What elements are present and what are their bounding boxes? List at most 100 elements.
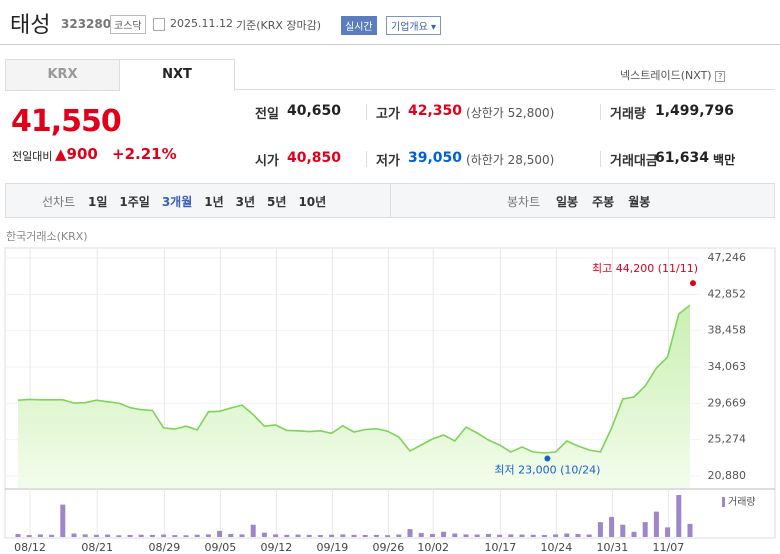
volume-bar — [217, 530, 223, 537]
volume-bar — [60, 504, 66, 537]
volume-bar — [261, 532, 267, 537]
x-tick-label: 10/02 — [417, 541, 449, 554]
col-divider — [600, 104, 601, 120]
tab-krx[interactable]: KRX — [5, 59, 120, 91]
quote-label: 저가 — [376, 154, 400, 169]
col-divider — [600, 151, 601, 167]
volume-bar — [541, 534, 547, 537]
x-tick-label: 08/29 — [149, 541, 181, 554]
volume-bar — [340, 534, 346, 537]
volume-bar — [385, 535, 391, 537]
volume-bar — [497, 534, 503, 537]
change-rate: +2.21% — [112, 145, 177, 163]
volume-bar — [463, 534, 469, 537]
candle-button[interactable]: 주봉 — [592, 195, 615, 209]
chart-source: 한국거래소(KRX) — [6, 230, 88, 243]
volume-bar — [452, 533, 458, 537]
volume-bar — [530, 534, 536, 537]
help-icon: ? — [715, 71, 726, 82]
volume-bar — [441, 531, 447, 537]
volume-bar — [161, 534, 167, 537]
candle-button[interactable]: 월봉 — [628, 195, 651, 209]
tab-nxt[interactable]: NXT — [119, 59, 235, 91]
col-divider — [366, 151, 367, 167]
volume-bar — [373, 534, 379, 537]
quote-basis: 기준(KRX 장마감) — [236, 19, 322, 32]
current-price: 41,550 — [11, 104, 122, 139]
volume-bar — [239, 534, 245, 537]
market-badge: 코스닥 — [110, 15, 146, 34]
volume-bar — [418, 533, 424, 537]
volume-bar — [250, 524, 256, 537]
quote-label: 거래량 — [610, 107, 646, 122]
period-button[interactable]: 3개월 — [161, 195, 193, 209]
x-tick-label: 11/07 — [653, 541, 685, 554]
stock-code: 323280 — [61, 17, 112, 31]
volume-bar — [474, 534, 480, 537]
quote-date: 2025.11.12 — [170, 17, 233, 30]
volume-bar — [609, 516, 615, 537]
period-button[interactable]: 1일 — [88, 195, 108, 209]
volume-legend-swatch — [722, 497, 725, 507]
volume-bar — [93, 534, 99, 537]
x-tick-label: 09/05 — [205, 541, 237, 554]
company-info-button[interactable]: 기업개요 ▾ — [386, 16, 442, 35]
volume-bar — [149, 534, 155, 537]
header-divider — [0, 44, 780, 45]
nxt-link[interactable]: 넥스트레이드(NXT) ? — [620, 67, 726, 83]
volume-bar — [284, 534, 290, 537]
volume-bar — [575, 533, 581, 537]
period-button[interactable]: 10년 — [298, 195, 327, 209]
volume-bar — [194, 534, 200, 537]
plot-frame — [4, 247, 776, 539]
toolbar-divider — [390, 184, 391, 217]
high-label: 최고 44,200 (11/11) — [592, 262, 698, 275]
price-line — [17, 304, 691, 454]
low-label: 최저 23,000 (10/24) — [494, 463, 600, 476]
realtime-button[interactable]: 실시간 — [341, 16, 377, 35]
period-button[interactable]: 1년 — [204, 195, 224, 209]
quote-label: 전일 — [255, 107, 279, 122]
period-button[interactable]: 3년 — [235, 195, 256, 209]
x-tick-label: 08/12 — [14, 541, 46, 554]
volume-bar — [396, 534, 402, 537]
volume-bar — [37, 534, 43, 537]
x-tick-label: 09/19 — [317, 541, 349, 554]
period-button[interactable]: 1주일 — [119, 195, 150, 209]
volume-bar — [653, 511, 659, 537]
y-tick-label: 20,880 — [708, 469, 747, 482]
volume-bar — [228, 533, 234, 537]
volume-bar — [351, 534, 357, 537]
x-tick-label: 10/17 — [485, 541, 517, 554]
calendar-icon — [153, 18, 165, 31]
quote-value: 40,850 — [287, 150, 342, 166]
volume-bar — [205, 534, 211, 537]
quote-label: 고가 — [376, 107, 400, 122]
volume-bar — [183, 535, 189, 537]
x-tick-label: 10/24 — [541, 541, 573, 554]
candle-button[interactable]: 일봉 — [556, 195, 579, 209]
volume-bar — [485, 533, 491, 537]
x-tick-label: 08/21 — [81, 541, 113, 554]
high-marker — [690, 280, 696, 287]
period-button[interactable]: 5년 — [267, 195, 287, 209]
volume-bar — [26, 535, 32, 537]
volume-bar — [295, 534, 301, 537]
x-tick-label: 10/31 — [597, 541, 629, 554]
price-chart: 한국거래소(KRX) 47,246 42,852 38,458 34,063 29,66… — [4, 230, 776, 554]
volume-bar — [519, 534, 525, 537]
volume-bar — [665, 527, 671, 537]
volume-bar — [317, 535, 323, 537]
volume-bar — [687, 523, 693, 537]
volume-bar — [407, 529, 413, 537]
change-amount: ▲900 — [55, 145, 98, 163]
volume-bar — [71, 533, 77, 537]
volume-bar — [429, 533, 435, 537]
price-area — [18, 305, 690, 488]
y-tick-label: 42,852 — [708, 287, 747, 300]
y-tick-label: 47,246 — [708, 251, 747, 264]
candle-chart-label: 봉차트 — [507, 195, 541, 209]
quote-note: (하한가 28,500) — [466, 153, 555, 167]
volume-bar — [15, 533, 21, 537]
